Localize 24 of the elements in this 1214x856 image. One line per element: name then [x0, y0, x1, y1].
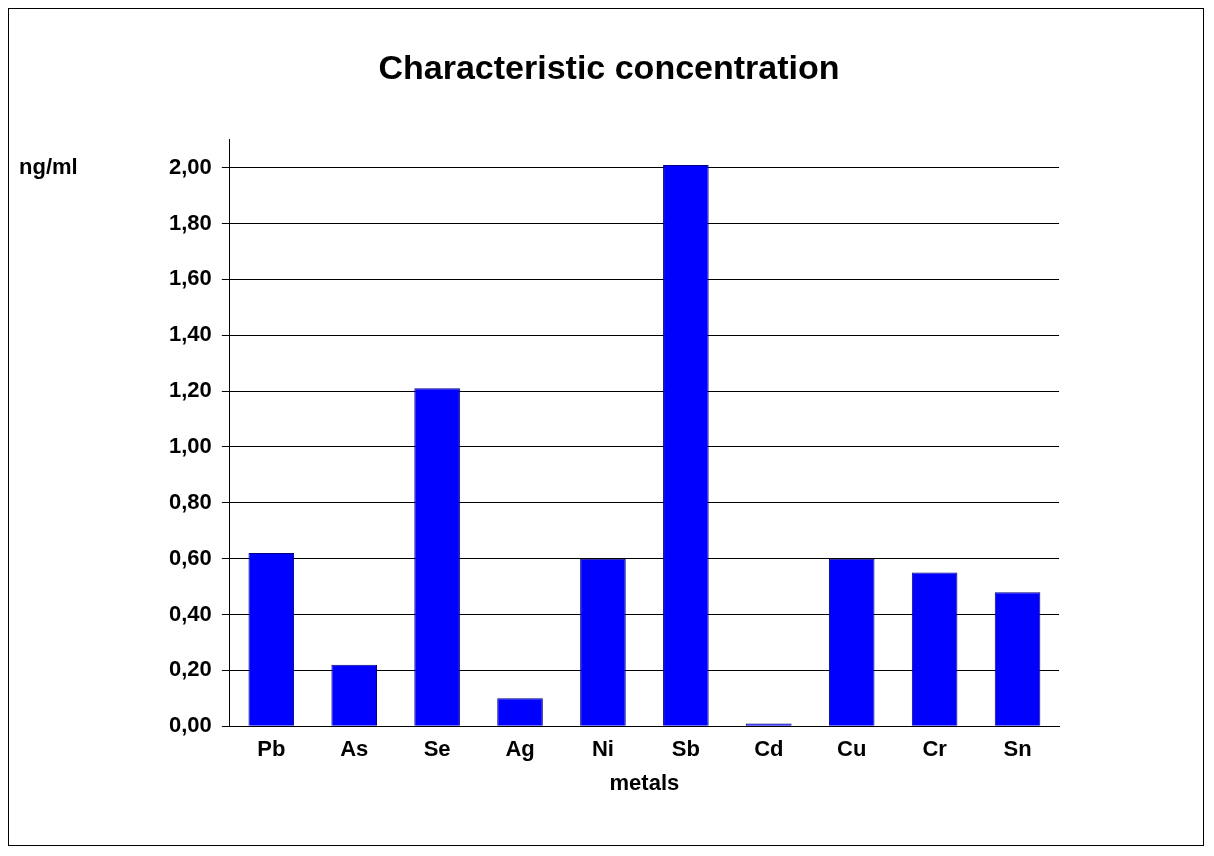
y-tick-label: 1,20	[168, 377, 212, 403]
y-tick-label: 0,00	[168, 712, 212, 738]
x-tick-label: Sn	[1003, 736, 1032, 762]
x-tick-label: As	[340, 736, 369, 762]
x-tick-label: Cu	[837, 736, 867, 762]
x-tick-label: Pb	[257, 736, 286, 762]
y-tick-label: 1,80	[168, 209, 212, 235]
y-axis-title: ng/ml	[19, 153, 78, 179]
y-tick-label: 0,20	[168, 656, 212, 682]
chart-title: Characteristic concentration	[378, 47, 840, 86]
x-tick-label: Ni	[591, 736, 614, 762]
y-tick-label: 0,40	[168, 600, 212, 626]
y-tick-label: 1,60	[168, 265, 212, 291]
y-tick-label: 1,00	[168, 433, 212, 459]
x-tick-label: Ag	[505, 736, 535, 762]
x-axis-title: metals	[609, 769, 680, 795]
x-tick-label: Cr	[922, 736, 948, 762]
y-tick-label: 0,80	[168, 488, 212, 514]
y-tick-label: 2,00	[168, 153, 212, 179]
y-tick-label: 1,40	[168, 321, 212, 347]
x-tick-label: Cd	[754, 736, 784, 762]
x-tick-label: Se	[423, 736, 451, 762]
x-tick-label: Sb	[671, 736, 700, 762]
y-tick-label: 0,60	[168, 544, 212, 570]
